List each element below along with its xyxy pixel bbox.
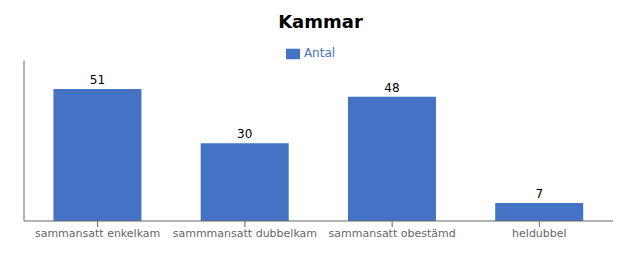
svg-text:sammansatt enkelkam: sammansatt enkelkam (35, 227, 160, 240)
svg-text:sammansatt obestämd: sammansatt obestämd (329, 227, 456, 240)
svg-text:51: 51 (90, 73, 105, 87)
svg-text:48: 48 (384, 81, 399, 95)
html-text:Antal: Antal (303, 46, 336, 60)
svg-text:7: 7 (535, 187, 543, 201)
html-text:Kammar: Kammar (278, 11, 363, 32)
svg-text:sammmansatt dubbelkam: sammmansatt dubbelkam (173, 227, 317, 240)
svg-text:30: 30 (237, 127, 252, 141)
svg-text:heldubbel: heldubbel (512, 227, 567, 240)
